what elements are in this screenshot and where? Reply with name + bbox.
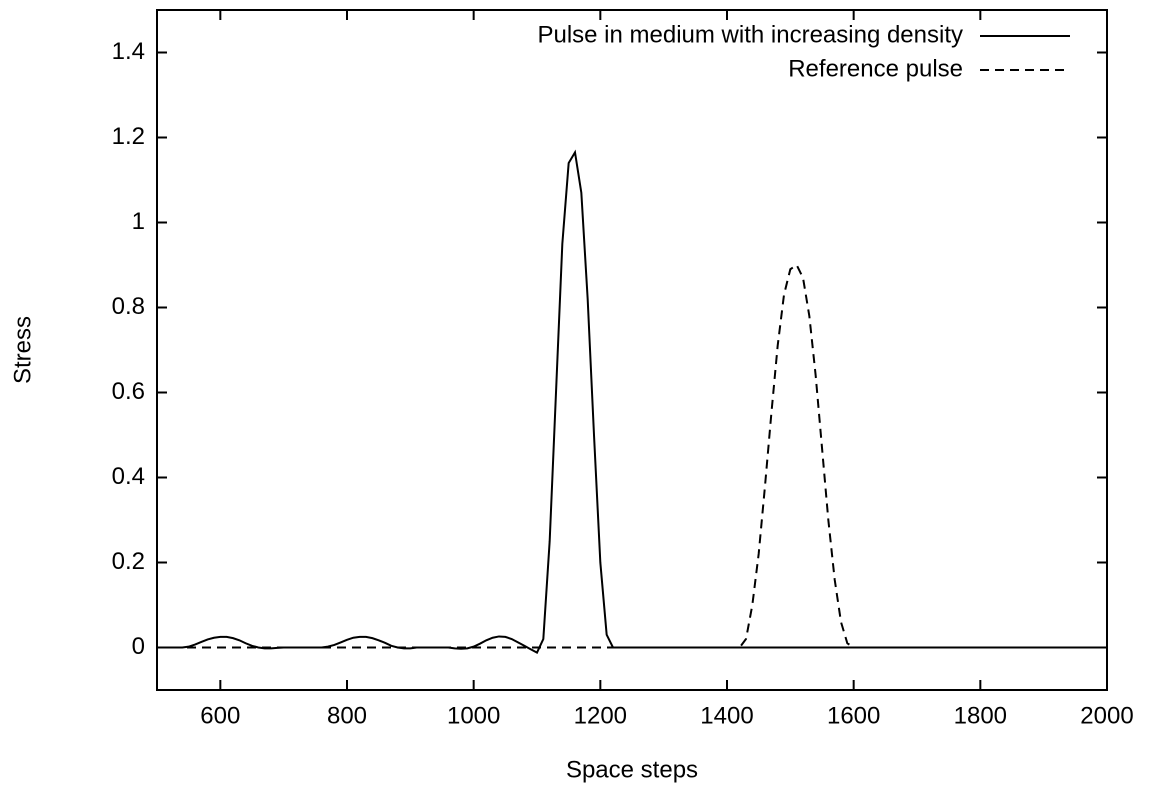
x-tick-label: 1400	[700, 702, 753, 729]
x-tick-label: 1800	[954, 702, 1007, 729]
y-tick-label: 0.6	[112, 378, 145, 405]
x-tick-label: 1600	[827, 702, 880, 729]
x-tick-label: 800	[327, 702, 367, 729]
legend-label: Pulse in medium with increasing density	[537, 21, 963, 48]
x-tick-label: 2000	[1080, 702, 1133, 729]
y-tick-label: 0.4	[112, 463, 145, 490]
y-tick-label: 0	[132, 633, 145, 660]
y-tick-label: 1.2	[112, 123, 145, 150]
y-axis-label: Stress	[9, 316, 36, 384]
y-tick-label: 1	[132, 208, 145, 235]
x-tick-label: 1200	[574, 702, 627, 729]
y-tick-label: 1.4	[112, 38, 145, 65]
legend-label: Reference pulse	[788, 55, 963, 82]
x-axis-label: Space steps	[566, 756, 698, 783]
y-tick-label: 0.2	[112, 548, 145, 575]
plot-frame	[156, 9, 1108, 691]
x-tick-label: 600	[200, 702, 240, 729]
series-line	[157, 149, 1107, 654]
series-line	[157, 263, 1107, 649]
y-tick-label: 0.8	[112, 293, 145, 320]
x-tick-label: 1000	[447, 702, 500, 729]
